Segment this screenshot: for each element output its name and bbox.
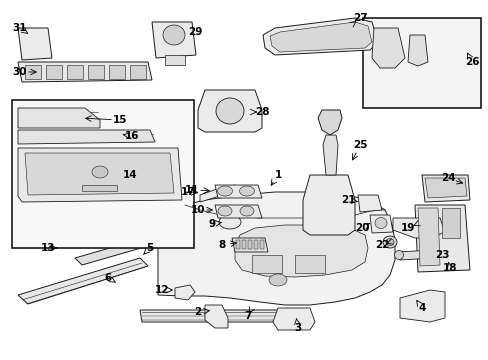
Text: 15: 15 bbox=[113, 115, 127, 125]
Text: 8: 8 bbox=[218, 240, 225, 250]
Polygon shape bbox=[18, 258, 148, 304]
Bar bbox=[46, 65, 62, 79]
Polygon shape bbox=[424, 178, 466, 198]
Ellipse shape bbox=[268, 274, 286, 286]
Polygon shape bbox=[215, 185, 262, 198]
Text: 24: 24 bbox=[440, 173, 454, 183]
Polygon shape bbox=[235, 225, 367, 277]
Bar bbox=[109, 65, 125, 79]
Ellipse shape bbox=[217, 186, 232, 196]
Ellipse shape bbox=[374, 217, 386, 229]
Polygon shape bbox=[198, 90, 262, 132]
Text: 20: 20 bbox=[354, 223, 368, 233]
Ellipse shape bbox=[239, 186, 254, 196]
Polygon shape bbox=[269, 22, 371, 52]
Polygon shape bbox=[317, 110, 341, 135]
Polygon shape bbox=[414, 205, 469, 272]
Text: 4: 4 bbox=[417, 303, 425, 313]
Ellipse shape bbox=[240, 206, 253, 216]
Text: 7: 7 bbox=[244, 311, 251, 321]
Text: 14: 14 bbox=[122, 170, 137, 180]
Bar bbox=[251, 255, 282, 273]
Polygon shape bbox=[421, 175, 469, 202]
Bar bbox=[25, 65, 41, 79]
Polygon shape bbox=[357, 195, 381, 212]
Polygon shape bbox=[231, 238, 267, 252]
Text: 10: 10 bbox=[190, 205, 205, 215]
Bar bbox=[362, 18, 480, 108]
Polygon shape bbox=[204, 305, 227, 328]
Text: 13: 13 bbox=[41, 243, 55, 253]
Ellipse shape bbox=[92, 166, 108, 178]
Polygon shape bbox=[371, 28, 404, 68]
Text: 2: 2 bbox=[194, 307, 201, 317]
Polygon shape bbox=[417, 208, 439, 266]
Polygon shape bbox=[140, 310, 282, 322]
Bar bbox=[67, 65, 83, 79]
Polygon shape bbox=[152, 22, 196, 58]
Bar bbox=[260, 240, 264, 249]
Polygon shape bbox=[272, 308, 314, 330]
Text: 23: 23 bbox=[434, 250, 448, 260]
Text: 16: 16 bbox=[124, 131, 139, 141]
Polygon shape bbox=[369, 215, 392, 233]
Polygon shape bbox=[158, 192, 394, 305]
Text: 31: 31 bbox=[13, 23, 27, 33]
Polygon shape bbox=[303, 175, 354, 235]
Polygon shape bbox=[18, 148, 182, 202]
Text: 1: 1 bbox=[274, 170, 281, 180]
Bar bbox=[12, 100, 194, 248]
Text: 30: 30 bbox=[13, 67, 27, 77]
Polygon shape bbox=[215, 205, 262, 218]
Ellipse shape bbox=[394, 251, 403, 260]
Bar bbox=[253, 240, 258, 249]
Polygon shape bbox=[25, 153, 174, 195]
Bar bbox=[441, 208, 459, 238]
Bar bbox=[88, 65, 104, 79]
Bar bbox=[236, 240, 240, 249]
Polygon shape bbox=[397, 250, 433, 260]
Polygon shape bbox=[175, 285, 195, 300]
Bar bbox=[294, 255, 325, 273]
Text: 12: 12 bbox=[154, 285, 169, 295]
Polygon shape bbox=[392, 218, 444, 238]
Polygon shape bbox=[399, 290, 444, 322]
Text: 28: 28 bbox=[254, 107, 269, 117]
Text: 19: 19 bbox=[400, 223, 414, 233]
Text: 5: 5 bbox=[146, 243, 153, 253]
Polygon shape bbox=[164, 55, 184, 65]
Polygon shape bbox=[75, 235, 162, 265]
Polygon shape bbox=[18, 62, 152, 82]
Text: 26: 26 bbox=[464, 57, 478, 67]
Bar bbox=[242, 240, 245, 249]
Text: 17: 17 bbox=[181, 187, 195, 197]
Ellipse shape bbox=[382, 236, 396, 248]
Polygon shape bbox=[200, 185, 235, 202]
Text: 22: 22 bbox=[374, 240, 388, 250]
Polygon shape bbox=[18, 108, 100, 128]
Polygon shape bbox=[263, 18, 377, 55]
Bar bbox=[130, 65, 146, 79]
Text: 21: 21 bbox=[340, 195, 354, 205]
Ellipse shape bbox=[216, 98, 244, 124]
Polygon shape bbox=[18, 28, 52, 60]
Ellipse shape bbox=[163, 25, 184, 45]
Polygon shape bbox=[407, 35, 427, 66]
Polygon shape bbox=[323, 135, 337, 175]
Text: 9: 9 bbox=[208, 219, 215, 229]
Text: 11: 11 bbox=[184, 185, 199, 195]
Ellipse shape bbox=[219, 215, 241, 229]
Text: 27: 27 bbox=[352, 13, 366, 23]
Text: 29: 29 bbox=[187, 27, 202, 37]
Text: 3: 3 bbox=[294, 323, 301, 333]
Ellipse shape bbox=[218, 206, 231, 216]
Polygon shape bbox=[18, 130, 155, 144]
Bar bbox=[247, 240, 251, 249]
Text: 18: 18 bbox=[442, 263, 456, 273]
Text: 25: 25 bbox=[352, 140, 366, 150]
Ellipse shape bbox=[385, 239, 393, 246]
Text: 6: 6 bbox=[104, 273, 111, 283]
Bar bbox=[82, 185, 117, 191]
